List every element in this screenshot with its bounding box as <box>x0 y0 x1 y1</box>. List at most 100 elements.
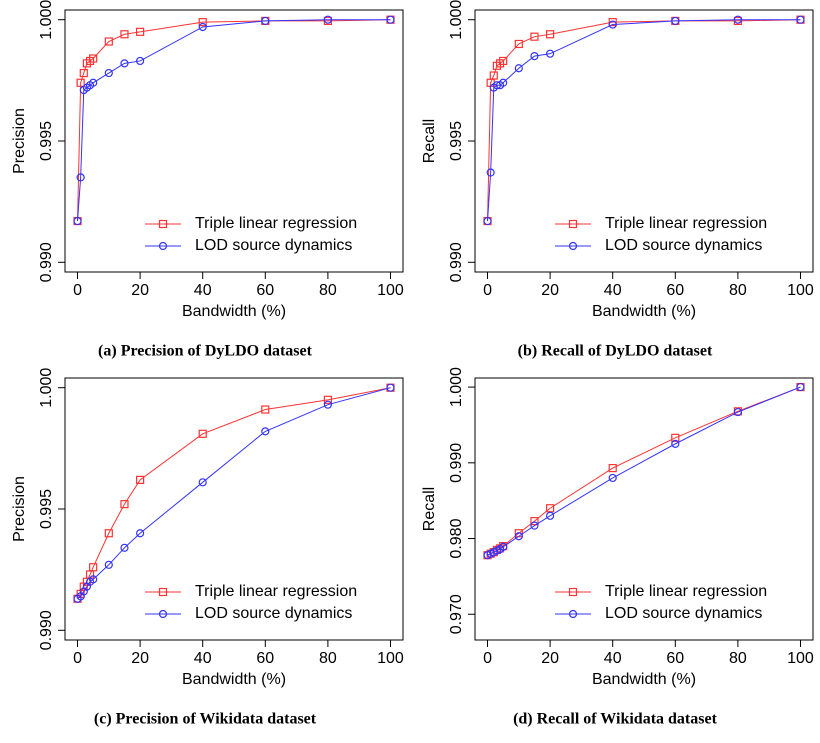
x-tick-label: 20 <box>131 650 149 667</box>
x-tick-label: 0 <box>73 650 82 667</box>
y-axis-label: Recall <box>421 487 438 531</box>
x-tick-label: 80 <box>319 282 337 299</box>
data-point <box>73 216 82 226</box>
data-point <box>198 429 207 438</box>
data-point <box>608 20 617 29</box>
data-point <box>530 517 539 526</box>
series-line <box>487 19 801 222</box>
data-point <box>136 529 145 538</box>
data-point <box>89 78 98 87</box>
data-point <box>608 18 617 27</box>
legend-marker <box>158 609 168 619</box>
data-point <box>261 427 270 436</box>
data-point <box>76 78 85 87</box>
x-tick-label: 60 <box>256 650 274 667</box>
data-point <box>486 168 495 177</box>
plot-frame <box>474 9 814 273</box>
data-point <box>671 433 680 442</box>
series-line <box>77 19 391 222</box>
legend-label: LOD source dynamics <box>195 237 352 254</box>
plot-frame <box>474 377 814 641</box>
data-point <box>323 395 332 404</box>
x-tick-label: 80 <box>729 282 747 299</box>
data-point <box>120 500 129 509</box>
data-point <box>530 32 539 41</box>
legend-label: LOD source dynamics <box>195 605 352 622</box>
data-point <box>671 16 680 26</box>
data-point <box>261 405 270 414</box>
x-tick-label: 100 <box>377 282 404 299</box>
data-point <box>198 18 207 27</box>
x-axis-label: Bandwidth (%) <box>592 671 696 688</box>
legend-label: Triple linear regression <box>605 583 767 600</box>
data-point <box>261 16 270 26</box>
y-tick-label: 0.990 <box>38 242 55 282</box>
x-tick-label: 40 <box>194 650 212 667</box>
y-tick-label: 0.995 <box>38 121 55 161</box>
series-line <box>487 19 801 222</box>
data-point <box>79 68 88 78</box>
series-line <box>77 19 391 222</box>
data-point <box>733 15 742 24</box>
data-point <box>499 78 508 87</box>
x-tick-label: 60 <box>666 650 684 667</box>
x-tick-label: 60 <box>666 282 684 299</box>
plot-frame <box>64 9 404 273</box>
legend-marker <box>158 219 168 229</box>
y-tick-label: 1.000 <box>38 368 55 408</box>
data-point <box>323 400 332 409</box>
legend-label: Triple linear regression <box>605 215 767 232</box>
y-tick-label: 0.990 <box>38 610 55 650</box>
data-point <box>733 407 742 417</box>
data-point <box>76 173 85 182</box>
y-tick-label: 0.970 <box>448 594 465 634</box>
data-point <box>499 542 508 551</box>
data-point <box>530 521 539 530</box>
y-tick-label: 0.990 <box>448 242 465 282</box>
x-tick-label: 0 <box>73 282 82 299</box>
data-point <box>546 30 555 39</box>
x-tick-label: 80 <box>319 650 337 667</box>
data-point <box>136 475 145 484</box>
data-point <box>530 51 539 61</box>
series-line <box>77 387 391 600</box>
x-tick-label: 60 <box>256 282 274 299</box>
data-point <box>89 575 98 584</box>
y-tick-label: 0.995 <box>448 121 465 161</box>
data-point <box>386 383 395 392</box>
x-tick-label: 0 <box>483 650 492 667</box>
caption: (b) Recall of DyLDO dataset <box>518 343 713 360</box>
data-point <box>671 439 680 448</box>
data-point <box>546 49 555 58</box>
data-point <box>489 71 498 80</box>
data-point <box>89 54 98 63</box>
data-point <box>499 56 508 66</box>
legend-marker <box>158 587 168 597</box>
data-point <box>796 15 805 24</box>
caption: (a) Precision of DyLDO dataset <box>98 343 313 360</box>
data-point <box>104 529 113 538</box>
series-line <box>487 386 801 556</box>
y-tick-label: 0.995 <box>38 489 55 529</box>
caption: (d) Recall of Wikidata dataset <box>513 711 718 728</box>
legend-marker <box>568 219 578 229</box>
data-point <box>136 56 145 66</box>
x-axis-label: Bandwidth (%) <box>182 671 286 688</box>
data-point <box>323 15 332 24</box>
data-point <box>483 216 492 226</box>
data-point <box>120 30 129 39</box>
data-point <box>386 15 395 24</box>
x-tick-label: 100 <box>377 650 404 667</box>
legend-marker <box>158 241 168 251</box>
plot-frame <box>64 377 404 641</box>
legend-marker <box>568 609 578 619</box>
y-tick-label: 0.980 <box>448 518 465 558</box>
data-point <box>104 68 113 78</box>
x-tick-label: 20 <box>541 282 559 299</box>
x-axis-label: Bandwidth (%) <box>182 303 286 320</box>
x-tick-label: 40 <box>194 282 212 299</box>
legend-marker <box>568 241 578 251</box>
y-tick-label: 0.990 <box>448 443 465 483</box>
data-point <box>104 37 113 46</box>
